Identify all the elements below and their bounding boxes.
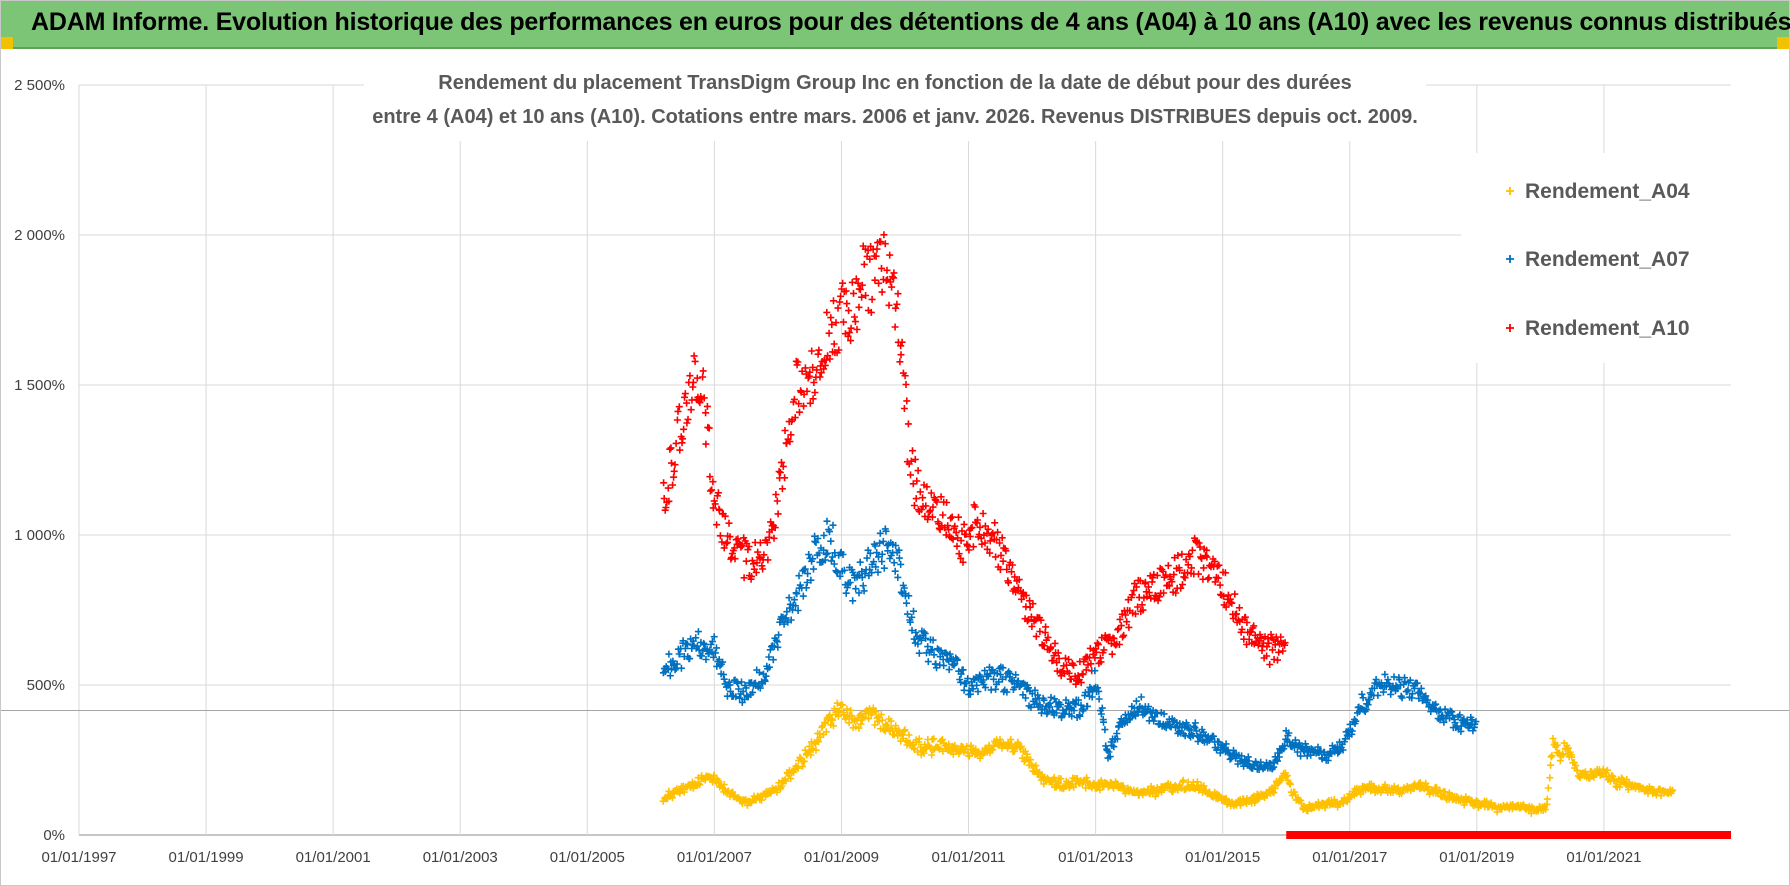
chart-title-backdrop: [364, 63, 1426, 141]
grid-layer: [1, 84, 1789, 836]
legend-label-a04: Rendement_A04: [1525, 180, 1690, 203]
series-zero-band-Rendement_A10: [1286, 831, 1731, 839]
y-tick-label: 2 500%: [14, 77, 65, 94]
y-tick-label: 0%: [43, 827, 65, 844]
legend-label-a10: Rendement_A10: [1525, 317, 1690, 340]
y-tick-label: 1 500%: [14, 377, 65, 394]
series-markers-Rendement_A04: [659, 699, 1677, 817]
corner-mark-left: [1, 37, 13, 49]
series-markers-Rendement_A07: [659, 517, 1480, 773]
y-tick-label: 1 000%: [14, 527, 65, 544]
x-tick-label: 01/01/2003: [423, 849, 498, 866]
series-markers-Rendement_A10: [660, 231, 1289, 688]
x-tick-label: 01/01/2007: [677, 849, 752, 866]
x-tick-label: 01/01/2005: [550, 849, 625, 866]
x-tick-label: 01/01/2015: [1185, 849, 1260, 866]
x-tick-label: 01/01/1997: [41, 849, 116, 866]
chart-title-line-1: Rendement du placement TransDigm Group I…: [438, 72, 1351, 94]
legend-label-a07: Rendement_A07: [1525, 248, 1690, 271]
chart-title-line-2: entre 4 (A04) et 10 ans (A10). Cotations…: [372, 106, 1418, 128]
series-Rendement_A10: [660, 231, 1731, 839]
legend-marker-Rendement_A04: [1506, 187, 1514, 195]
x-tick-label: 01/01/2017: [1312, 849, 1387, 866]
x-tick-label: 01/01/2019: [1439, 849, 1514, 866]
corner-mark-right: [1777, 37, 1789, 49]
legend-marker-Rendement_A07: [1506, 255, 1514, 263]
x-axis-labels: 01/01/1997 01/01/1999 01/01/2001 01/01/2003…: [41, 849, 1641, 866]
x-tick-label: 01/01/2001: [296, 849, 371, 866]
header-title: ADAM Informe. Evolution historique des p…: [31, 8, 1790, 36]
y-tick-label: 500%: [27, 677, 65, 694]
series-Rendement_A07: [659, 517, 1480, 773]
marks-layer: [659, 231, 1731, 839]
series-Rendement_A04: [659, 699, 1677, 817]
header-banner: ADAM Informe. Evolution historique des p…: [1, 1, 1790, 49]
x-tick-label: 01/01/2013: [1058, 849, 1133, 866]
y-axis-labels: 0% 500% 1 000% 1 500% 2 000% 2 500%: [14, 77, 65, 844]
x-tick-label: 01/01/1999: [169, 849, 244, 866]
x-tick-label: 01/01/2011: [932, 849, 1006, 866]
x-tick-label: 01/01/2009: [804, 849, 879, 866]
y-tick-label: 2 000%: [14, 227, 65, 244]
legend-marker-Rendement_A10: [1506, 324, 1514, 332]
x-tick-label: 01/01/2021: [1566, 849, 1641, 866]
legend: Rendement_A04 Rendement_A07 Rendement_A1…: [1461, 153, 1731, 363]
